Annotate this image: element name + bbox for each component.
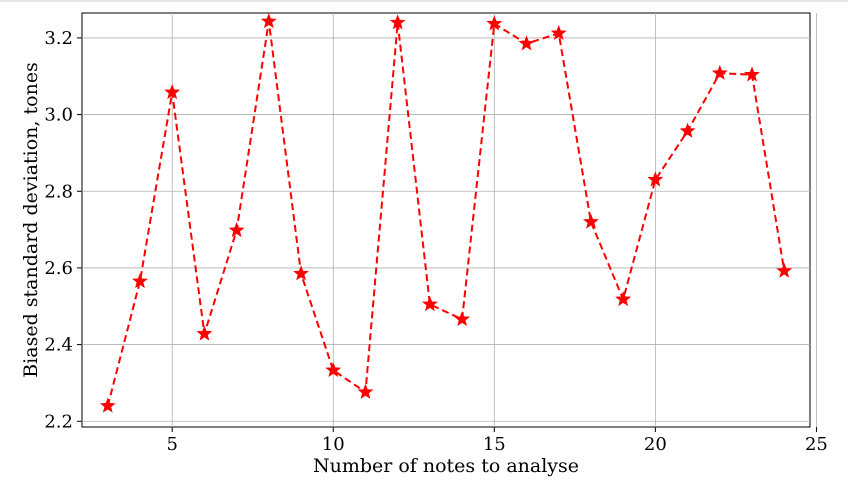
data-point-star	[711, 64, 728, 80]
data-point-star	[164, 84, 181, 100]
x-tick-label: 5	[166, 434, 177, 455]
data-point-star	[744, 66, 760, 82]
data-point-star	[421, 295, 438, 312]
data-point-star	[776, 262, 793, 278]
data-point-star	[679, 122, 696, 138]
data-point-star	[293, 265, 309, 281]
data-point-star	[228, 222, 245, 238]
x-tick-label: 20	[644, 434, 667, 455]
x-tick-label: 15	[483, 434, 506, 455]
data-point-star	[615, 291, 632, 307]
data-point-star	[99, 397, 116, 413]
data-point-star	[550, 24, 567, 41]
y-tick-label: 2.8	[44, 181, 73, 202]
plot-area	[81, 12, 811, 428]
data-point-star	[132, 272, 148, 289]
y-axis-label: Biased standard deviation, tones	[20, 62, 42, 378]
x-tick-label: 25	[805, 434, 828, 455]
top-rule	[0, 0, 848, 2]
y-axis: 2.2 2.4 2.6 2.8 3.0 3.2	[44, 28, 82, 432]
data-point-star	[518, 35, 535, 51]
series-line	[106, 21, 786, 407]
y-tick-label: 3.0	[44, 105, 73, 126]
data-point-star	[583, 213, 599, 229]
y-tick-label: 3.2	[44, 28, 73, 49]
y-tick-label: 2.2	[44, 411, 73, 432]
grid	[82, 13, 817, 427]
data-point-star	[486, 15, 503, 31]
data-point-star	[647, 171, 664, 187]
x-tick-label: 10	[322, 434, 345, 455]
y-tick-label: 2.6	[44, 258, 73, 279]
x-axis: 5 10 15 20 25	[166, 427, 828, 455]
y-tick-label: 2.4	[44, 335, 73, 356]
x-axis-label: Number of notes to analyse	[313, 455, 579, 477]
data-point-star	[260, 13, 277, 29]
data-point-star	[357, 383, 374, 399]
data-point-star	[196, 325, 213, 341]
data-point-star	[454, 310, 471, 327]
data-point-star	[389, 14, 406, 30]
data-point-star	[325, 361, 342, 378]
series-group	[99, 13, 793, 413]
